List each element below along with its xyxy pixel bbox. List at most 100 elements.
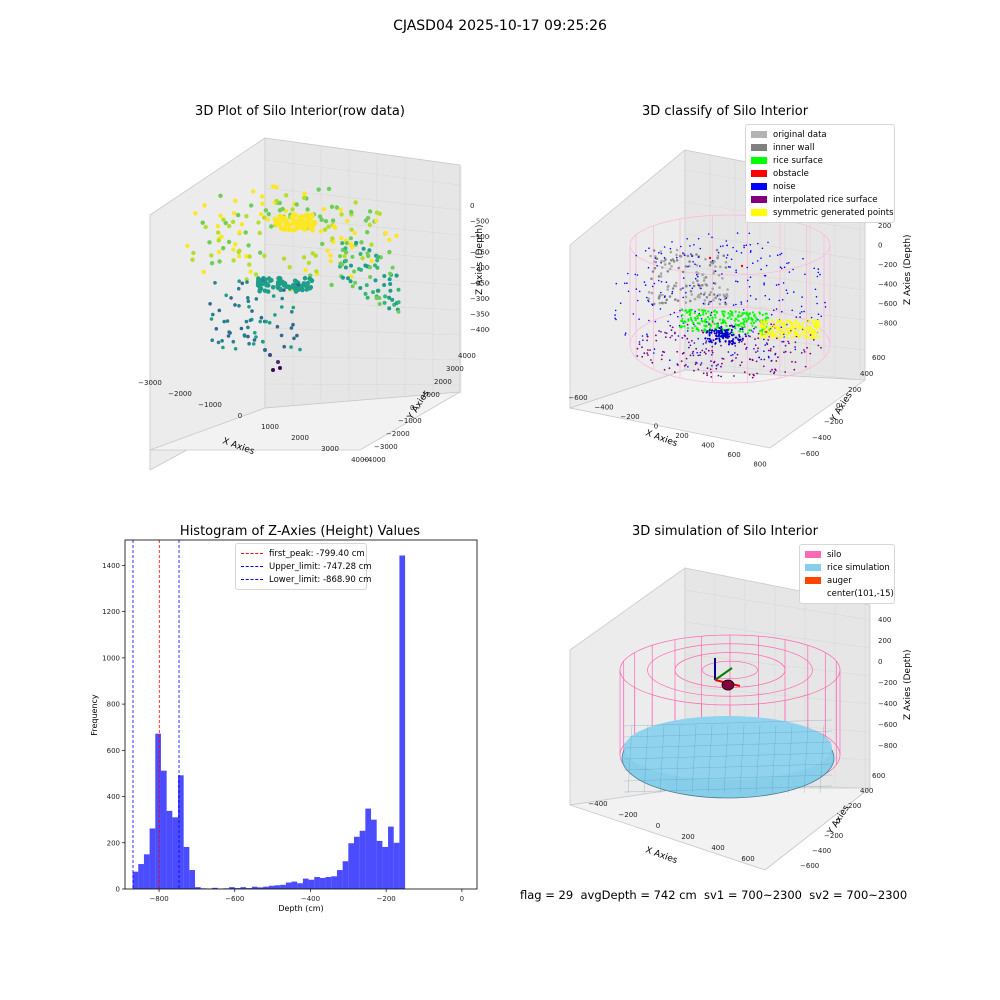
rice-surface-point: [697, 313, 700, 316]
panel2-zlabel: Z Axies (Depth): [903, 234, 913, 305]
panel4-xtick-label: 0: [656, 822, 660, 830]
panel1-point: [280, 296, 284, 301]
panel4-ytick-label: −200: [824, 832, 843, 840]
noise-point: [644, 284, 647, 286]
rice-surface-point: [737, 324, 740, 327]
noise-point: [627, 272, 629, 275]
panel1-point: [357, 267, 361, 271]
interpolated-point: [701, 329, 703, 332]
panel2-xtick-label: 400: [701, 442, 714, 450]
noise-point: [770, 313, 773, 316]
panel1-point: [291, 212, 297, 218]
footer-status: flag = 29 avgDepth = 742 cm sv1 = 700~23…: [520, 888, 908, 902]
noise-point: [745, 244, 748, 246]
inner-wall-point: [668, 295, 672, 298]
noise-point: [614, 317, 616, 320]
panel1-axes-box: [149, 137, 461, 470]
inner-wall-point: [668, 267, 672, 271]
legend-entry: original data: [751, 128, 889, 141]
inner-wall-point: [674, 284, 678, 288]
panel1-point: [279, 333, 284, 338]
rice-surface-point: [709, 327, 712, 330]
interpolated-point: [720, 365, 722, 368]
panel1-point: [203, 224, 208, 230]
interpolated-point: [695, 347, 698, 350]
legend-swatch: [805, 577, 821, 584]
noise-point: [656, 265, 658, 267]
symmetric-point: [798, 326, 802, 330]
noise-point: [686, 238, 688, 240]
panel1-xtick-label: 0: [238, 412, 242, 420]
panel1-point: [290, 310, 294, 314]
inner-wall-point: [666, 270, 670, 273]
noise-point: [725, 297, 727, 299]
noise-point: [795, 316, 798, 318]
panel1-gridline: [264, 159, 461, 186]
symmetric-point: [810, 331, 813, 334]
panel1-zlabel: Z Axies (Depth): [475, 224, 485, 295]
symmetric-point: [790, 336, 793, 339]
legend-entry: obstacle: [751, 167, 889, 180]
histogram-bar: [229, 887, 235, 889]
noise-point: [717, 363, 719, 366]
noise-point: [682, 287, 684, 289]
rice-surface-point: [715, 322, 718, 325]
rice-surface-point: [719, 318, 722, 321]
rice-simulation-mesh: [623, 774, 833, 782]
noise-point: [700, 318, 703, 320]
panel1-point: [209, 261, 215, 266]
panel1-point: [218, 213, 223, 218]
interpolated-point: [692, 350, 695, 353]
panel1-point: [252, 338, 257, 342]
noise-point: [694, 277, 697, 280]
rice-surface-point: [705, 312, 708, 315]
histogram-bar: [376, 840, 383, 889]
noise-point: [768, 298, 771, 301]
rice-surface-point: [764, 317, 767, 320]
panel1-point: [298, 347, 302, 352]
noise-point: [626, 282, 628, 284]
symmetric-point: [779, 319, 782, 322]
panel1-gridline: [264, 243, 461, 261]
panel1-point: [257, 281, 263, 287]
noise-point: [700, 362, 703, 364]
histogram-bar: [365, 808, 372, 889]
panel4-xtick-label: 600: [741, 855, 754, 863]
panel1-xtick-label: −3000: [138, 379, 162, 387]
noise-point: [740, 252, 743, 254]
rice-surface-point: [724, 322, 727, 325]
interpolated-point: [776, 337, 778, 340]
panel1-point: [200, 220, 205, 225]
rice-surface-point: [734, 310, 737, 313]
noise-point: [756, 260, 759, 262]
panel1-point: [377, 211, 382, 216]
inner-wall-point: [666, 285, 670, 289]
symmetric-point: [770, 331, 773, 334]
noise-point: [801, 296, 803, 298]
panel1-ztick-label: −1000: [470, 233, 490, 241]
rice-surface-point: [734, 327, 737, 330]
symmetric-point: [811, 319, 814, 322]
symmetric-point: [801, 322, 805, 325]
panel1-point: [321, 207, 327, 212]
inner-wall-point: [650, 291, 654, 295]
panel1-point: [244, 319, 249, 324]
histogram-bar: [393, 842, 400, 889]
panel1-point: [343, 265, 348, 270]
rice-surface-point: [746, 332, 749, 335]
inner-wall-point: [653, 266, 657, 270]
symmetric-point: [797, 329, 800, 332]
noise-point: [727, 335, 730, 338]
rice-simulation-mesh: [739, 724, 745, 794]
noise-point: [816, 275, 819, 278]
symmetric-point: [789, 328, 792, 331]
noise-point: [691, 255, 693, 257]
inner-wall-point: [721, 277, 724, 280]
panel1-point: [293, 289, 299, 294]
symmetric-point: [774, 324, 777, 327]
interpolated-point: [692, 354, 695, 357]
panel1-point: [368, 275, 373, 279]
panel1-xtick-label: −1000: [198, 401, 222, 409]
histogram-bar: [143, 854, 150, 889]
interpolated-point: [673, 371, 676, 374]
